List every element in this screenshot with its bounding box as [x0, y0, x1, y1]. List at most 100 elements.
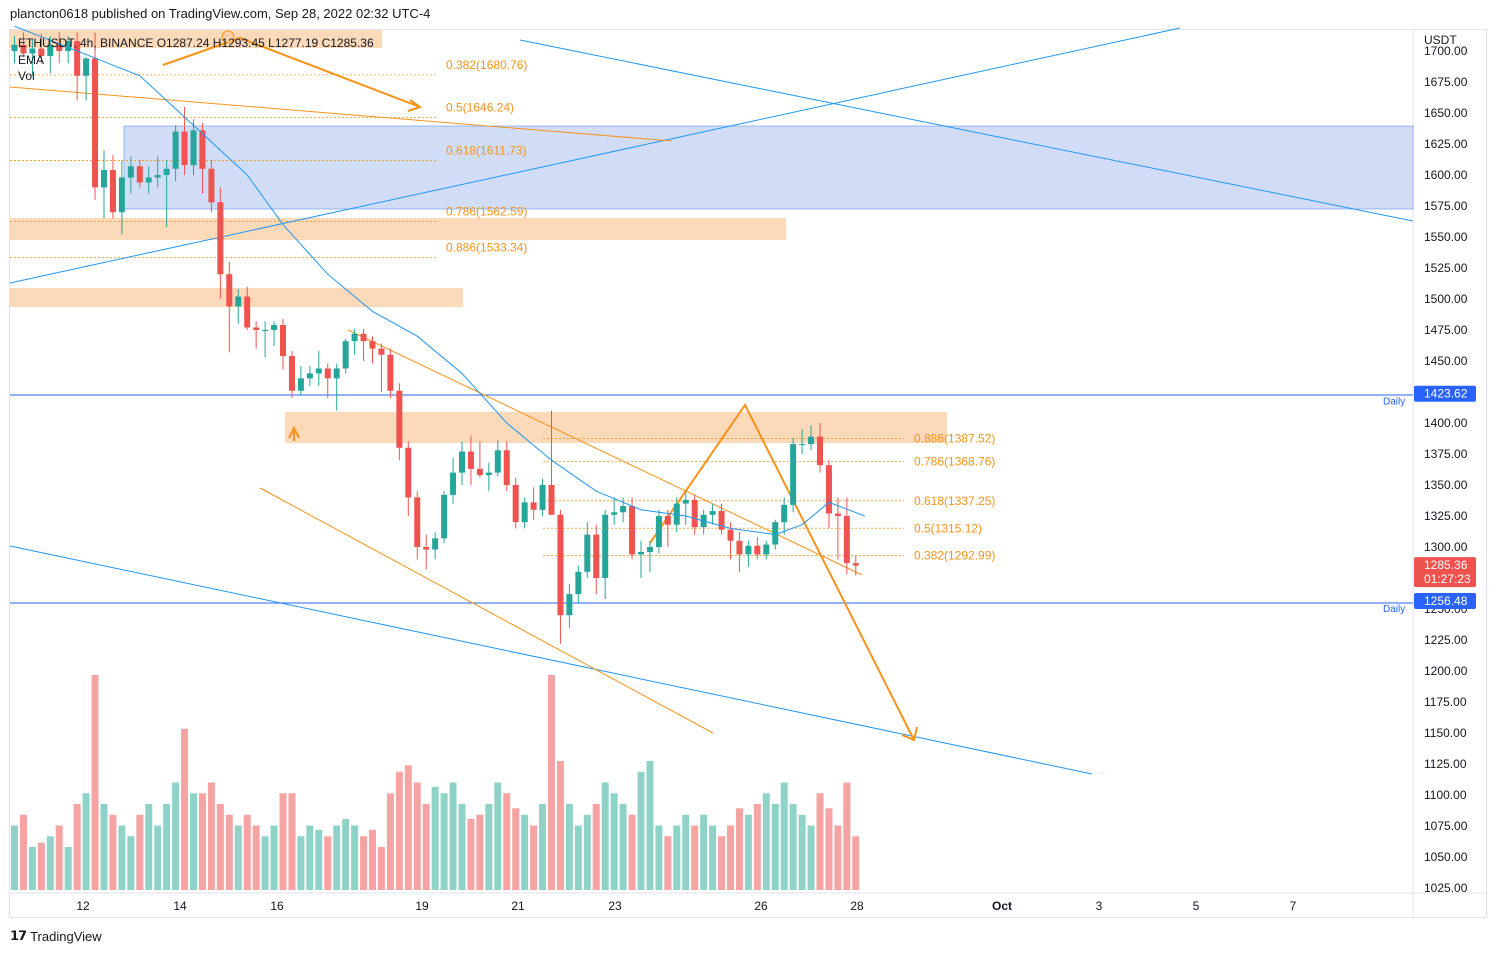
volume-bar	[324, 836, 332, 890]
volume-bar	[225, 814, 233, 890]
candle-body	[342, 341, 349, 369]
open-value: O1287.24	[156, 36, 210, 50]
volume-bar	[655, 825, 663, 890]
volume-bar	[476, 814, 484, 890]
price-tick-label: 1400.00	[1424, 416, 1468, 430]
volume-bar	[789, 804, 797, 890]
price-tick-label: 1650.00	[1424, 106, 1468, 120]
price-tick-label: 1300.00	[1424, 540, 1468, 554]
close-value: C1285.36	[321, 36, 374, 50]
candle-body	[808, 436, 815, 445]
volume-bar	[512, 808, 520, 890]
volume-bar	[28, 847, 36, 890]
candle-body	[781, 504, 788, 523]
price-tag-box	[1414, 592, 1476, 609]
candle-body	[566, 594, 573, 616]
candle-body	[754, 545, 761, 555]
price-tick-label: 1600.00	[1424, 168, 1468, 182]
wedge-lower-line	[259, 487, 714, 734]
candle-body	[718, 511, 725, 530]
time-axis[interactable]: 12 14 16 19 21 23 26 28 Oct 3 5 7	[76, 899, 1296, 913]
candle-body	[432, 538, 439, 550]
ascending-trendline	[9, 27, 1181, 284]
candle-body	[244, 296, 251, 328]
price-tag-label: 1256.48	[1424, 594, 1468, 608]
time-tick-label: Oct	[992, 899, 1012, 913]
volume-bar	[342, 819, 350, 890]
candle-body	[825, 465, 832, 514]
volume-bar	[207, 782, 215, 890]
ema-legend[interactable]: EMA	[18, 53, 45, 67]
candle-body	[673, 503, 680, 525]
time-tick-label: 26	[754, 899, 768, 913]
symbol-legend[interactable]: ETHUSDT, 4h, BINANCE O1287.24 H1293.45 L…	[18, 36, 374, 50]
volume-bar	[458, 804, 466, 890]
volume-bar	[449, 782, 457, 890]
volume-bar	[109, 814, 117, 890]
fib-level-label: 0.5(1646.24)	[446, 101, 514, 115]
volume-bar	[136, 814, 144, 890]
volume-bar	[610, 793, 618, 890]
volume-bar	[664, 836, 672, 890]
price-tag-label: 1285.36	[1424, 558, 1468, 572]
price-tag-box	[1414, 557, 1476, 588]
candle-body	[92, 58, 99, 188]
candle-body	[629, 506, 636, 555]
volume-bar	[270, 825, 278, 890]
volume-bar	[261, 836, 269, 890]
price-tick-label: 1450.00	[1424, 354, 1468, 368]
candle-body	[817, 436, 823, 466]
time-tick-label: 19	[415, 899, 429, 913]
volume-bar	[422, 804, 430, 890]
candle-body	[369, 341, 376, 349]
volume-bar	[100, 804, 108, 890]
ema-line	[14, 25, 865, 536]
candle-body	[485, 472, 492, 476]
candle-body	[83, 58, 90, 76]
candle-body	[611, 512, 618, 515]
up-arrow-marker	[288, 425, 300, 441]
projection-arrowhead-bottom	[901, 726, 918, 742]
volume-bar	[297, 836, 305, 890]
volume-bar	[816, 793, 824, 890]
volume-bar	[216, 804, 224, 890]
candle-body	[38, 48, 45, 56]
candle-body	[127, 166, 134, 178]
trend-layer	[9, 27, 1414, 775]
candle-body	[136, 166, 143, 183]
volume-bar	[288, 793, 296, 890]
time-tick-label: 23	[608, 899, 622, 913]
volume-bar	[753, 804, 761, 890]
price-tick-label: 1150.00	[1424, 726, 1467, 740]
volume-bar	[172, 782, 180, 890]
volume-bar	[548, 675, 555, 890]
volume-bar	[852, 836, 860, 890]
candle-body	[47, 44, 54, 56]
candle-body	[503, 450, 510, 485]
price-axis-unit: USDT	[1424, 33, 1457, 47]
candle-body	[799, 444, 806, 446]
candle-body	[172, 131, 179, 169]
volume-bar	[386, 793, 394, 890]
candle-body	[763, 544, 770, 555]
price-tick-label: 1025.00	[1424, 881, 1468, 895]
volume-bar	[404, 765, 412, 890]
price-tick-label: 1375.00	[1424, 447, 1468, 461]
footer-brand: TradingView	[30, 928, 102, 944]
candle-body	[852, 563, 859, 566]
candle-body	[584, 534, 591, 572]
volume-bar	[198, 793, 206, 890]
price-tick-label: 1200.00	[1424, 664, 1468, 678]
candle-body	[20, 44, 27, 54]
volume-bar	[619, 804, 627, 890]
candle-body	[217, 202, 224, 275]
volume-bar	[556, 761, 564, 890]
volume-bar	[333, 825, 341, 890]
volume-bar	[682, 814, 690, 890]
volume-bar	[825, 808, 833, 890]
candle-body	[512, 485, 519, 523]
vol-legend[interactable]: Vol	[18, 69, 35, 83]
